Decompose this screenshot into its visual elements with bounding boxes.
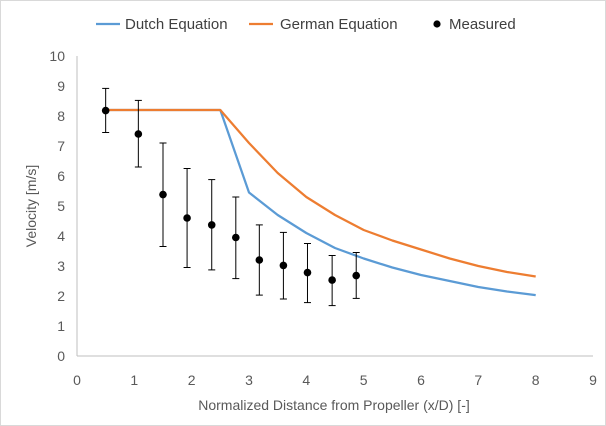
measured-point: [159, 190, 167, 199]
measured-point: [183, 214, 191, 222]
legend: Dutch Equation German Equation Measured: [96, 16, 516, 33]
y-tick-label: 6: [57, 168, 65, 184]
measured-point: [134, 130, 143, 138]
measured-point-group: [303, 243, 312, 304]
y-axis-title: Velocity [m/s]: [23, 165, 39, 247]
y-tick-label: 5: [57, 198, 65, 214]
x-tick-label: 0: [73, 372, 81, 388]
x-tick-label: 4: [302, 372, 310, 388]
measured-point-group: [279, 231, 288, 300]
x-tick-label: 5: [360, 372, 368, 388]
y-tick-label: 2: [57, 288, 65, 304]
measured-point: [352, 271, 361, 280]
x-tick-label: 8: [532, 372, 540, 388]
measured-point-group: [101, 87, 110, 133]
measured-point: [207, 221, 216, 229]
x-tick-labels: 0 1 2 3 4 5 6 7 8 9: [73, 372, 597, 388]
y-tick-label: 3: [57, 258, 65, 274]
measured-point-group: [255, 224, 264, 296]
y-tick-label: 0: [57, 348, 65, 364]
measured-point: [328, 276, 336, 284]
series-line-dutch-equation: [105, 108, 536, 297]
measured-point-group: [352, 252, 361, 299]
axes: 0 1 2 3 4 5 6 7 8 9 0 1 2 3 4 5 6 7 8 9 10 Normalized Dista…: [23, 48, 597, 413]
measured-point: [279, 261, 288, 270]
y-tick-label: 9: [57, 78, 65, 94]
measured-point-group: [134, 99, 143, 168]
legend-marker-measured: [433, 20, 441, 28]
legend-label-dutch: Dutch Equation: [125, 16, 228, 33]
y-tick-label: 10: [49, 48, 65, 64]
measured-point: [303, 268, 312, 277]
x-axis-title: Normalized Distance from Propeller (x/D)…: [198, 397, 470, 413]
measured-point: [232, 233, 240, 242]
x-tick-label: 2: [188, 372, 196, 388]
y-tick-label: 4: [57, 228, 65, 244]
measured-point-group: [159, 142, 167, 247]
legend-label-measured: Measured: [449, 16, 516, 33]
measured-point-group: [207, 179, 216, 271]
x-tick-label: 1: [130, 372, 138, 388]
x-tick-label: 9: [589, 372, 597, 388]
y-tick-label: 8: [57, 108, 65, 124]
measured-point: [101, 106, 110, 115]
x-tick-label: 3: [245, 372, 253, 388]
measured-point: [255, 256, 264, 264]
measured-point-group: [232, 196, 240, 280]
series-line-german-equation: [105, 108, 536, 278]
x-tick-label: 7: [474, 372, 482, 388]
y-tick-labels: 0 1 2 3 4 5 6 7 8 9 10: [49, 48, 65, 364]
y-tick-label: 1: [57, 318, 65, 334]
x-tick-label: 6: [417, 372, 425, 388]
legend-label-german: German Equation: [280, 16, 398, 33]
measured-point-group: [183, 168, 191, 268]
measured-point-group: [328, 255, 336, 307]
plot-area: [101, 87, 536, 307]
y-tick-label: 7: [57, 138, 65, 154]
